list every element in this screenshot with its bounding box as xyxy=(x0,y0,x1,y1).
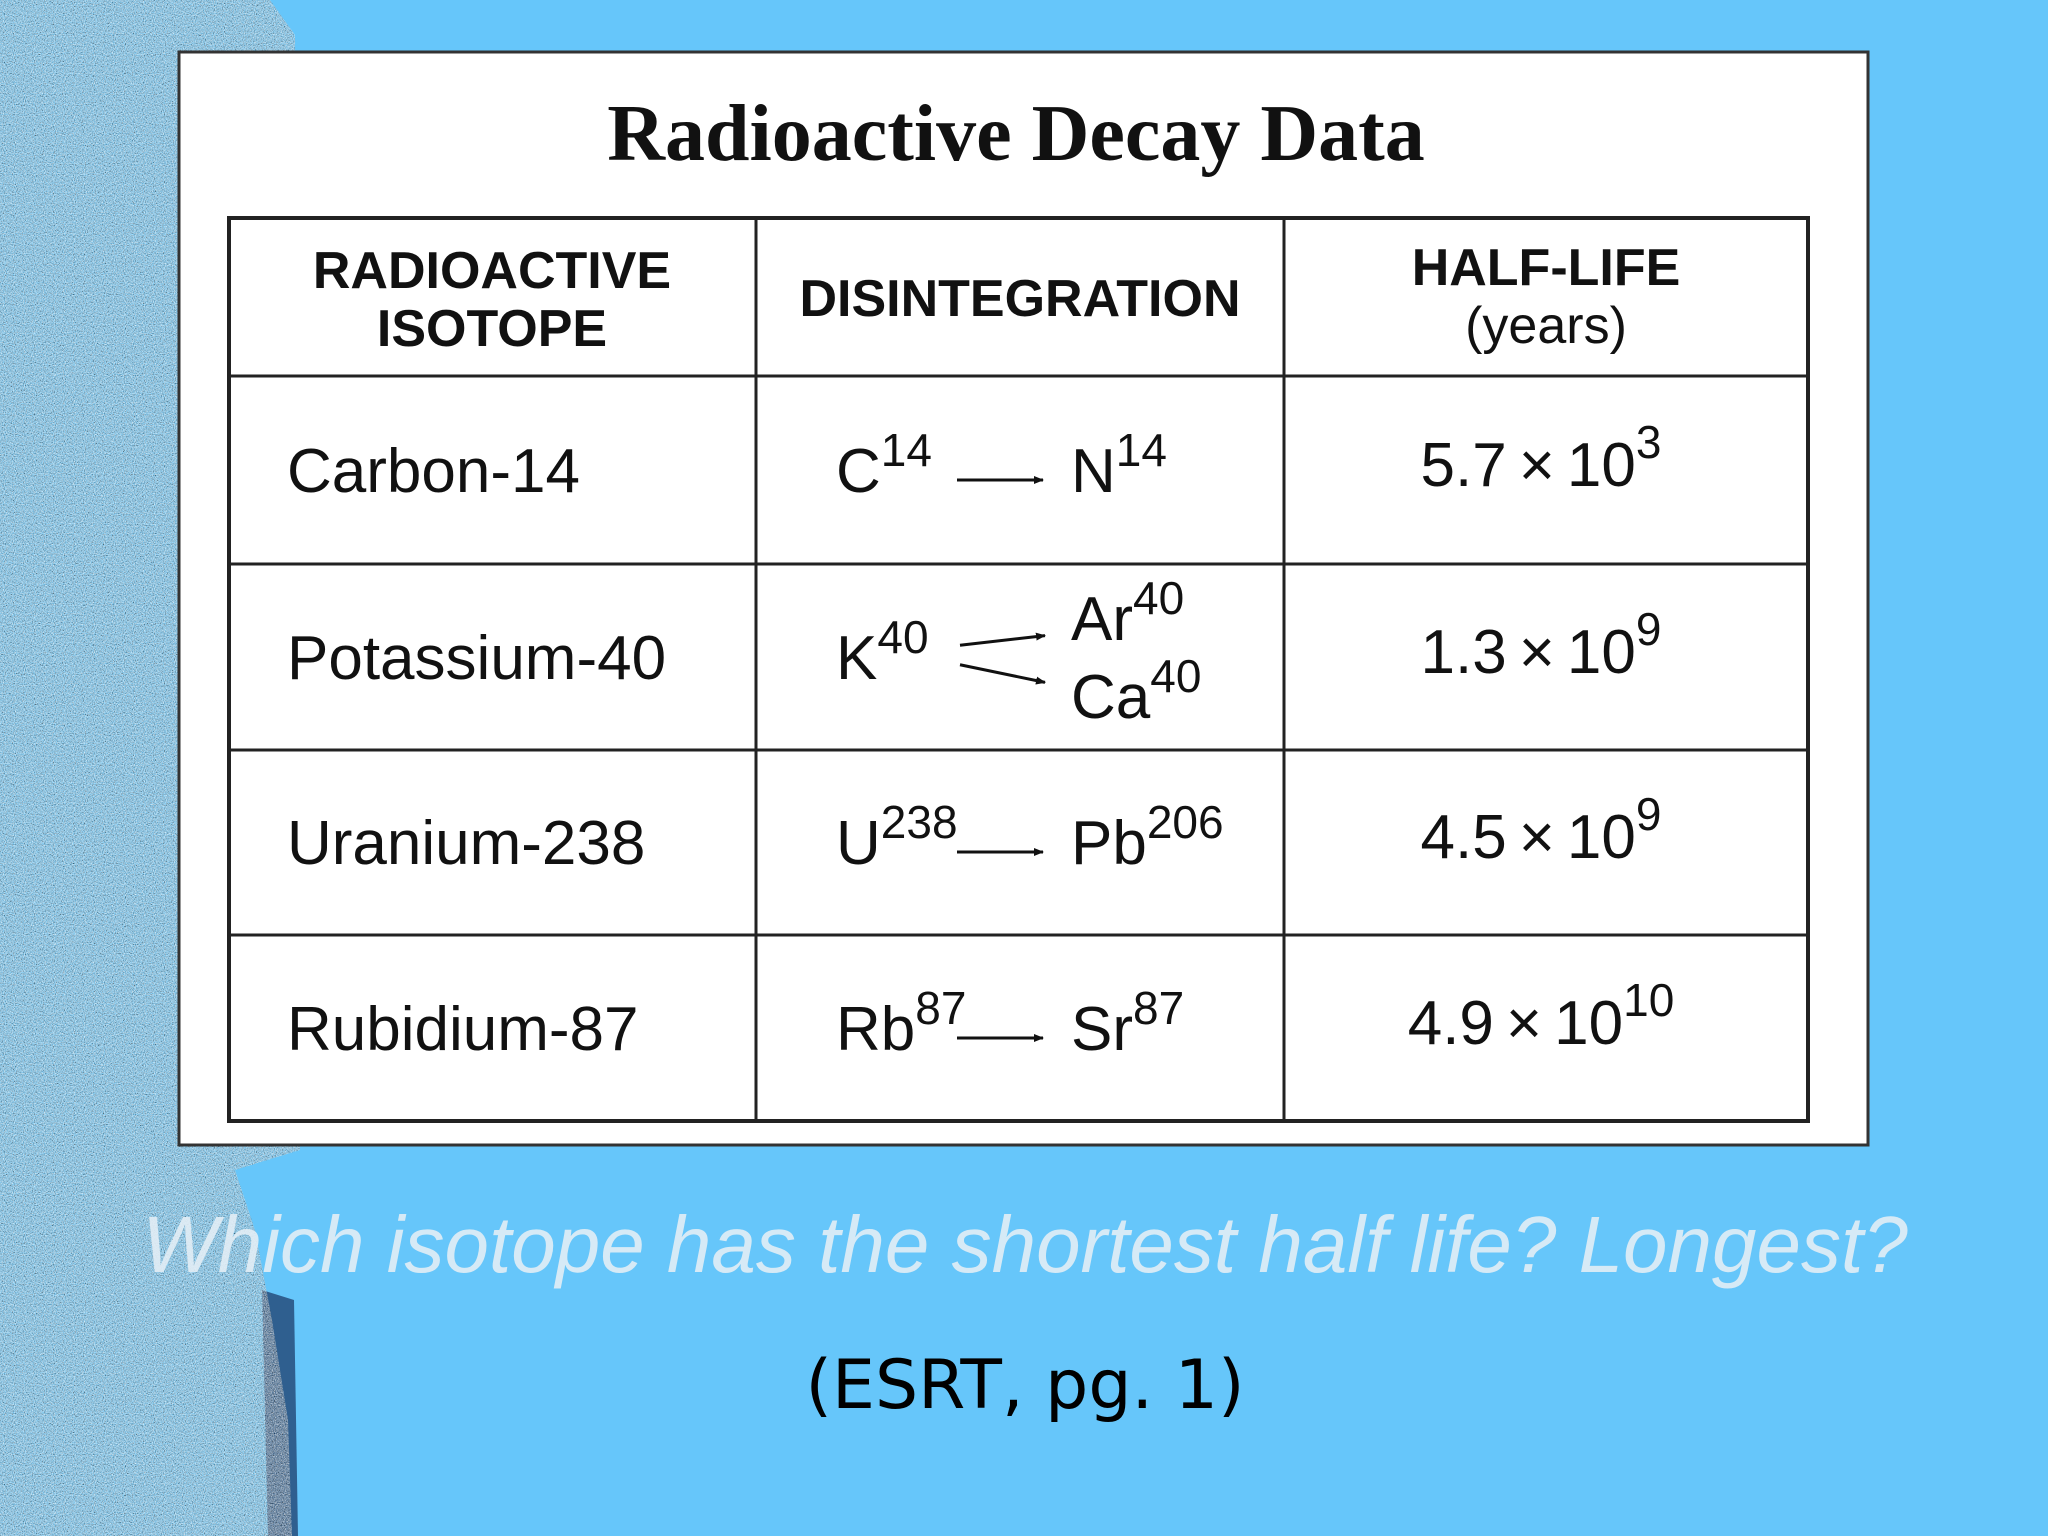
table-title: Radioactive Decay Data xyxy=(607,90,1425,178)
element-symbol: Ca xyxy=(1071,663,1151,732)
exponent: 9 xyxy=(1636,788,1662,840)
mass-number: 87 xyxy=(1133,982,1184,1034)
arrow xyxy=(959,632,1046,647)
base: 10 xyxy=(1554,989,1623,1058)
nuclide: Ar40 xyxy=(1071,572,1184,654)
nuclide: Sr87 xyxy=(1071,982,1184,1064)
element-symbol: K xyxy=(836,624,877,693)
mass-number: 238 xyxy=(881,796,958,848)
arrow xyxy=(959,663,1046,685)
mantissa: 5.7 xyxy=(1421,431,1507,500)
isotope-name: Rubidium-87 xyxy=(287,995,639,1064)
element-symbol: C xyxy=(836,437,881,506)
element-symbol: Pb xyxy=(1071,809,1147,878)
header-cell: ISOTOPE xyxy=(377,300,607,358)
mantissa: 4.5 xyxy=(1421,803,1507,872)
half-life: 1.3 × 109 xyxy=(1421,603,1662,687)
base: 10 xyxy=(1567,618,1636,687)
mass-number: 40 xyxy=(1133,572,1184,624)
element-symbol: Sr xyxy=(1071,995,1133,1064)
base: 10 xyxy=(1567,431,1636,500)
mass-number: 87 xyxy=(915,982,966,1034)
table-grid xyxy=(227,216,1810,1123)
exponent: 9 xyxy=(1636,603,1662,655)
times-sign: × xyxy=(1506,989,1542,1058)
isotope-name: Carbon-14 xyxy=(287,437,580,506)
half-life: 4.9 × 1010 xyxy=(1408,974,1675,1058)
exponent: 10 xyxy=(1623,974,1674,1026)
element-symbol: Rb xyxy=(836,995,915,1064)
half-life: 5.7 × 103 xyxy=(1421,416,1662,500)
question: Which isotope has the shortest half life… xyxy=(142,1200,1908,1289)
times-sign: × xyxy=(1519,618,1555,687)
isotope-name: Uranium-238 xyxy=(287,809,645,878)
source: (ESRT, pg. 1) xyxy=(805,1346,1244,1425)
nuclide: C14 xyxy=(836,424,932,506)
header-cell: HALF-LIFE xyxy=(1412,239,1681,297)
element-symbol: N xyxy=(1071,437,1116,506)
half-life: 4.5 × 109 xyxy=(1421,788,1662,872)
element-symbol: U xyxy=(836,809,881,878)
nuclide: K40 xyxy=(836,611,929,693)
table-header: RADIOACTIVE ISOTOPE DISINTEGRATION HALF-… xyxy=(313,239,1680,358)
header-cell: DISINTEGRATION xyxy=(799,270,1240,328)
times-sign: × xyxy=(1519,431,1555,500)
mass-number: 40 xyxy=(1150,650,1201,702)
nuclide: U238 xyxy=(836,796,958,878)
element-symbol: Ar xyxy=(1071,585,1133,654)
header-cell: RADIOACTIVE xyxy=(313,242,671,300)
nuclide: Rb87 xyxy=(836,982,966,1064)
mantissa: 4.9 xyxy=(1408,989,1494,1058)
header-cell: (years) xyxy=(1465,297,1627,355)
exponent: 3 xyxy=(1636,416,1662,468)
times-sign: × xyxy=(1519,803,1555,872)
nuclide: Ca40 xyxy=(1071,650,1201,732)
nuclide: N14 xyxy=(1071,424,1167,506)
base: 10 xyxy=(1567,803,1636,872)
mass-number: 14 xyxy=(1116,424,1167,476)
mantissa: 1.3 xyxy=(1421,618,1507,687)
table-panel xyxy=(177,50,1870,1147)
mass-number: 14 xyxy=(881,424,932,476)
isotope-name: Potassium-40 xyxy=(287,624,666,693)
nuclide: Pb206 xyxy=(1071,796,1224,878)
mass-number: 206 xyxy=(1147,796,1224,848)
table-border xyxy=(227,216,1810,1123)
mass-number: 40 xyxy=(877,611,928,663)
